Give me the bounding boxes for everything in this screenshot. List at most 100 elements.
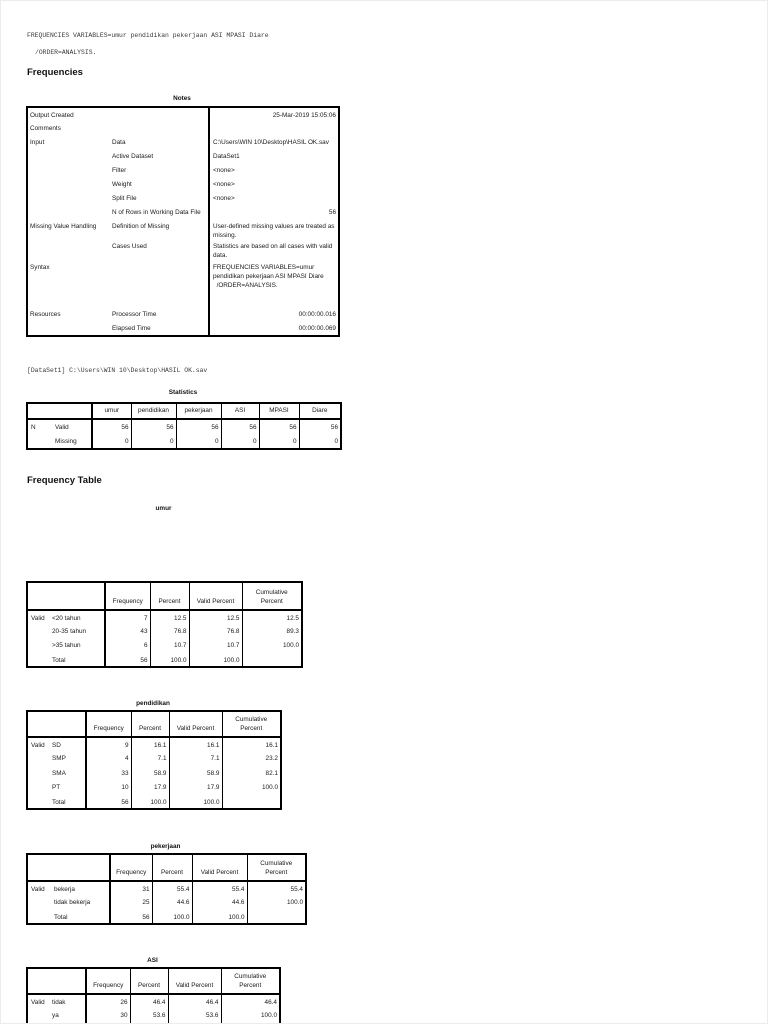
row-group-label <box>27 1008 52 1022</box>
value-cell: 55.4 <box>151 881 192 896</box>
value-cell: 31 <box>109 881 152 896</box>
value-cell: 9 <box>85 737 131 752</box>
statistics-table: umur pendidikan pekerjaan ASI MPASI Diare N Val… <box>26 402 342 450</box>
value-cell: 56 <box>175 419 221 434</box>
frequency-table-pendidikan: Frequency Percent Valid Percent Cumulative … <box>26 710 282 810</box>
table-row: SMA 33 58.9 58.9 82.1 <box>27 765 281 781</box>
value-cell: 100.0 <box>151 909 192 925</box>
notes-row-value: <none> <box>208 177 339 191</box>
value-cell: 46.4 <box>167 994 221 1009</box>
notes-row-sublabel: Data <box>112 138 126 146</box>
column-header: Cumulative Percent <box>241 582 302 611</box>
row-label: PT <box>52 784 61 792</box>
notes-row: Weight <none> <box>27 177 339 191</box>
row-label: Total <box>52 656 66 664</box>
notes-row-sublabel: Definition of Missing <box>112 222 170 230</box>
notes-row-value: <none> <box>208 191 339 205</box>
stub-header <box>27 403 92 420</box>
value-cell <box>241 652 302 667</box>
stub-header <box>27 854 110 882</box>
value-cell: 46.4 <box>129 994 168 1009</box>
pekerjaan-table-title: pekerjaan <box>150 843 181 850</box>
value-cell: 82.1 <box>221 765 281 781</box>
table-row: Total 56 100.0 100.0 <box>27 909 306 925</box>
notes-row-label: Resources <box>30 311 61 318</box>
column-header: pendidikan <box>130 403 176 420</box>
value-cell: 43 <box>104 624 150 639</box>
value-cell: 6 <box>104 638 150 653</box>
value-cell: 0 <box>220 434 259 449</box>
column-header: Cumulative Percent <box>221 711 281 738</box>
value-cell: 56 <box>91 419 131 434</box>
asi-table-title: ASI <box>147 957 158 964</box>
column-header: Valid Percent <box>188 582 242 611</box>
row-label: tidak bekerja <box>54 899 91 907</box>
value-cell: 56 <box>104 652 150 667</box>
notes-row-label: Syntax <box>30 263 50 271</box>
column-header: Percent <box>130 711 169 738</box>
row-group-label: Valid <box>31 615 45 622</box>
value-cell: 56 <box>298 419 341 434</box>
notes-row-label: Output Created <box>30 111 74 119</box>
table-row: Total 56 100.0 100.0 <box>27 652 302 667</box>
value-cell: 100.0 <box>168 794 222 809</box>
pendidikan-section: pendidikan Frequency Percent Valid Percent… <box>26 700 282 810</box>
row-group-label <box>27 780 52 794</box>
notes-row: Output Created 25-Mar-2019 15:05:06 <box>27 107 339 121</box>
row-label: >35 tahun <box>52 642 81 650</box>
notes-row: Cases Used Statistics are based on all ca… <box>27 239 339 261</box>
notes-row-sublabel: Processor Time <box>112 311 157 318</box>
value-cell <box>221 794 281 809</box>
value-cell: 44.6 <box>151 895 192 910</box>
table-row: Valid SD 9 16.1 16.1 16.1 <box>27 737 281 752</box>
column-header: Valid Percent <box>168 711 222 738</box>
pekerjaan-section: pekerjaan Frequency Percent Valid Percent C… <box>26 843 307 926</box>
notes-row-value: FREQUENCIES VARIABLES=umur pendidikan pe… <box>208 260 339 308</box>
table-header-row: Frequency Percent Valid Percent Cumulative … <box>27 582 302 611</box>
value-cell: 46.4 <box>220 994 280 1009</box>
table-row: Valid bekerja 31 55.4 55.4 55.4 <box>27 881 306 896</box>
value-cell: 89.3 <box>241 624 302 639</box>
table-header-row: Frequency Percent Valid Percent Cumulative … <box>27 968 280 995</box>
row-group-label <box>27 910 54 924</box>
row-group-label <box>27 653 52 667</box>
row-group-label <box>27 751 52 765</box>
notes-row-label <box>27 240 112 261</box>
notes-row-value: 56 <box>208 205 339 219</box>
value-cell: 76.8 <box>188 624 242 639</box>
column-header: Percent <box>151 854 192 882</box>
asi-section: ASI Frequency Percent Valid Percent Cumulat… <box>26 957 281 1023</box>
row-group-label <box>27 895 54 909</box>
notes-row-sublabel: N of Rows in Working Data File <box>112 208 201 216</box>
statistics-section: Statistics umur pendidikan pekerjaan ASI MPA… <box>26 389 342 450</box>
syntax-log-line-1: FREQUENCIES VARIABLES=umur pendidikan pe… <box>27 32 269 39</box>
notes-row-value: DataSet1 <box>208 149 339 163</box>
value-cell: 12.5 <box>241 610 302 625</box>
table-header-row: Frequency Percent Valid Percent Cumulative … <box>27 711 281 738</box>
notes-row-label <box>27 163 112 177</box>
table-row: Valid tidak 26 46.4 46.4 46.4 <box>27 994 280 1009</box>
value-cell: 56 <box>130 419 176 434</box>
value-cell: 100.0 <box>149 652 189 667</box>
row-group-label <box>27 624 52 638</box>
value-cell: 4 <box>85 751 131 766</box>
notes-row-value: 25-Mar-2019 15:05:06 <box>208 107 339 121</box>
value-cell: 33 <box>85 765 131 781</box>
value-cell: 0 <box>298 434 341 449</box>
frequency-table-pekerjaan: Frequency Percent Valid Percent Cumulative … <box>26 853 307 926</box>
notes-row-value <box>208 121 339 135</box>
notes-row-sublabel: Weight <box>112 180 132 188</box>
notes-row: N of Rows in Working Data File 56 <box>27 205 339 219</box>
row-group-label <box>27 638 52 652</box>
notes-row: Split File <none> <box>27 191 339 205</box>
value-cell: 10.7 <box>149 638 189 653</box>
value-cell: 55.4 <box>246 881 306 896</box>
row-label: ya <box>52 1012 59 1020</box>
notes-row: Filter <none> <box>27 163 339 177</box>
notes-row-value: 00:00:00.069 <box>208 321 339 336</box>
row-label: SMP <box>52 755 66 763</box>
stub-header <box>27 711 86 738</box>
value-cell: 16.1 <box>130 737 169 752</box>
value-cell: 10.7 <box>188 638 242 653</box>
